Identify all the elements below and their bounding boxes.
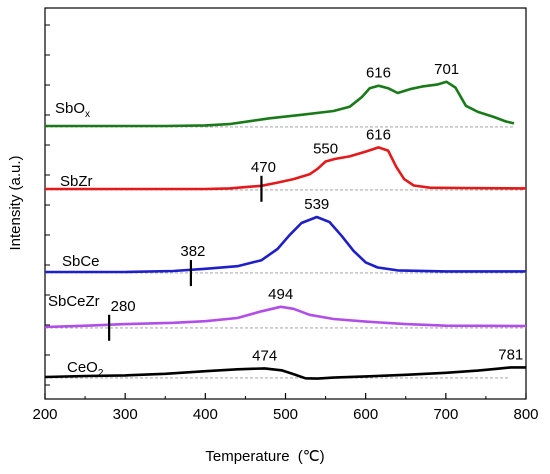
x-tick-label: 600 bbox=[353, 406, 378, 423]
x-axis-label: Temperature (℃) bbox=[205, 448, 324, 465]
peak-label: 550 bbox=[313, 140, 338, 157]
x-tick-label: 400 bbox=[193, 406, 218, 423]
x-tick-label: 200 bbox=[32, 406, 57, 423]
peak-label: 494 bbox=[268, 286, 293, 303]
peak-label: 616 bbox=[366, 126, 391, 143]
series-line-SbCeZr bbox=[44, 305, 527, 329]
onset-label: 280 bbox=[111, 298, 136, 315]
x-tick-label: 700 bbox=[433, 406, 458, 423]
series-line-SbZr bbox=[45, 146, 527, 191]
series-label-CeO2: CeO2 bbox=[67, 359, 104, 379]
series-label-SbCe: SbCe bbox=[62, 253, 100, 270]
series-label-SbOx: SbOx bbox=[55, 100, 90, 120]
series-line-SbCe bbox=[45, 215, 526, 274]
series-line-CeO2 bbox=[44, 366, 526, 380]
peak-label: 701 bbox=[434, 61, 459, 78]
series-label-SbZr: SbZr bbox=[60, 173, 93, 190]
y-axis-label: Intensity (a.u.) bbox=[7, 155, 24, 250]
series-line-SbOx bbox=[45, 80, 515, 128]
peak-label: 616 bbox=[366, 65, 391, 82]
x-tick-label: 800 bbox=[513, 406, 538, 423]
onset-label: 382 bbox=[180, 243, 205, 260]
peak-label: 539 bbox=[304, 196, 329, 213]
onset-label: 470 bbox=[251, 159, 276, 176]
series-label-SbCeZr: SbCeZr bbox=[48, 293, 100, 310]
peak-label: 781 bbox=[498, 346, 523, 363]
x-tick-label: 500 bbox=[273, 406, 298, 423]
peak-label: 474 bbox=[252, 347, 277, 364]
x-tick-label: 300 bbox=[113, 406, 138, 423]
